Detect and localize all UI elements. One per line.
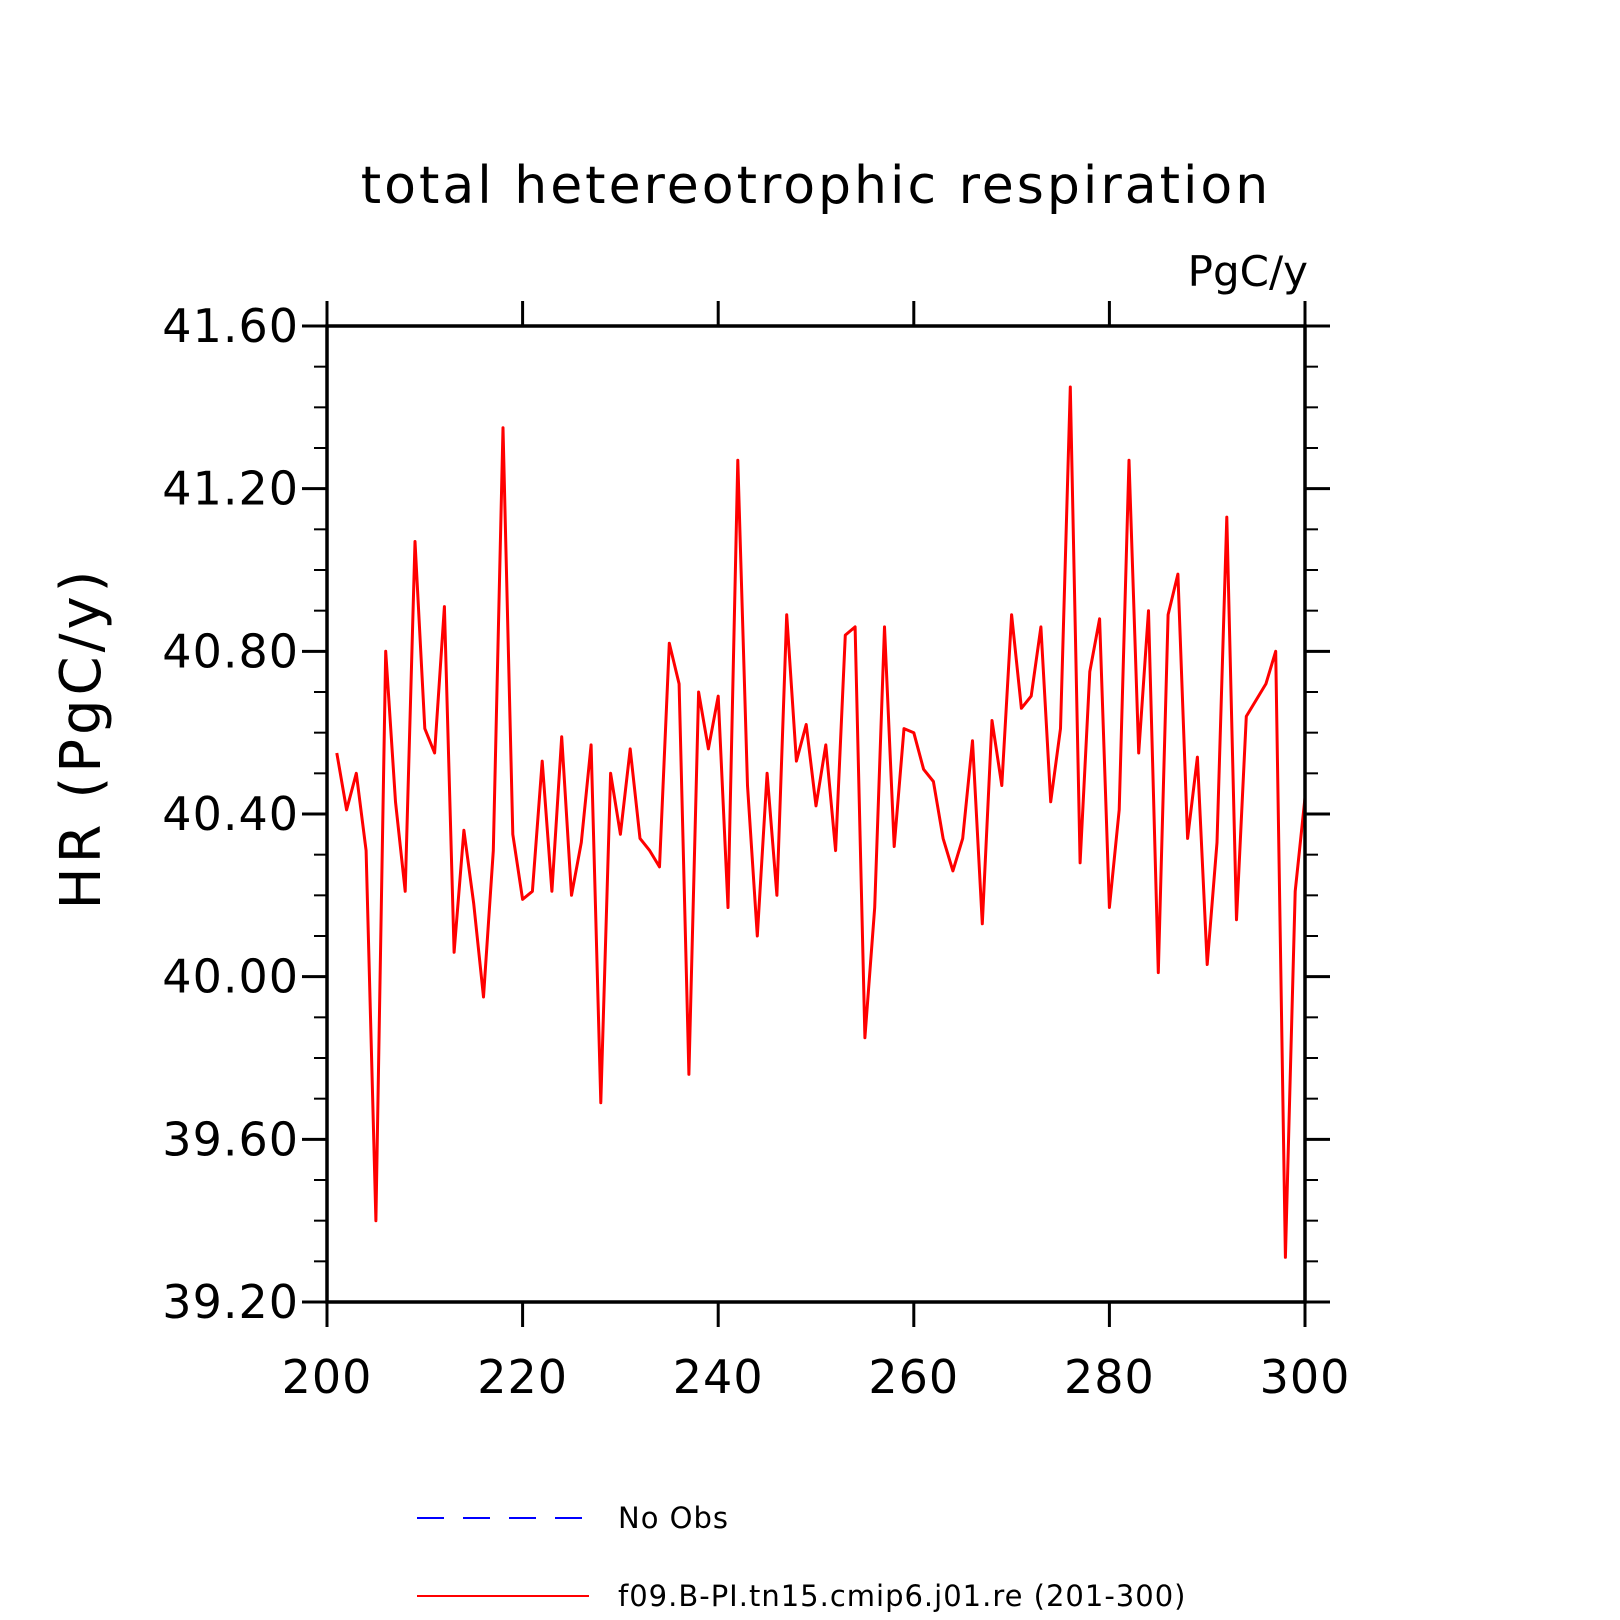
plot-frame [325, 324, 1307, 1304]
x-tick-label: 280 [1064, 1350, 1155, 1404]
legend-label-no-obs: No Obs [618, 1501, 729, 1535]
x-tick-label: 240 [673, 1350, 764, 1404]
x-tick-label: 300 [1260, 1350, 1351, 1404]
y-tick-label: 39.60 [162, 1112, 299, 1166]
y-axis-label: HR (PgC/y) [49, 567, 114, 910]
legend-label-model: f09.B-PI.tn15.cmip6.j01.re (201-300) [618, 1579, 1186, 1613]
legend: No Obs f09.B-PI.tn15.cmip6.j01.re (201-3… [417, 1501, 1186, 1613]
axis-ticks [302, 301, 1330, 1327]
series-line-hr [335, 385, 1305, 1259]
chart-title: total hetereotrophic respiration [361, 156, 1271, 216]
y-tick-label: 40.80 [162, 624, 299, 678]
units-label: PgC/y [1188, 247, 1308, 296]
axis-tick-labels: 39.20 39.60 40.00 40.40 40.80 41.20 41.60 200 22… [162, 299, 1351, 1404]
x-tick-label: 200 [282, 1350, 373, 1404]
y-tick-label: 40.40 [162, 787, 299, 841]
y-tick-label: 40.00 [162, 950, 299, 1004]
y-tick-label: 41.20 [162, 462, 299, 516]
x-tick-label: 260 [868, 1350, 959, 1404]
y-tick-label: 39.20 [162, 1275, 299, 1329]
y-tick-label: 41.60 [162, 299, 299, 353]
x-tick-label: 220 [477, 1350, 568, 1404]
